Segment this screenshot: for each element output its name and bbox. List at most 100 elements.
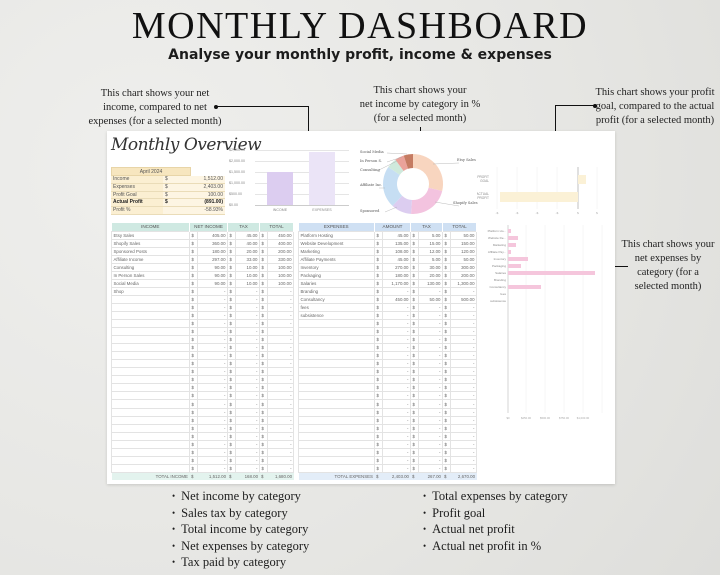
income-amount-cell[interactable]: -	[196, 463, 229, 473]
income-category-cell[interactable]	[111, 375, 190, 385]
expenses-category-cell[interactable]: fees	[298, 302, 375, 312]
income-amount-cell[interactable]: -	[196, 335, 229, 345]
income-amount-cell[interactable]: -	[196, 423, 229, 433]
expenses-amount-cell[interactable]: -	[382, 343, 411, 353]
income-amount-cell[interactable]: -	[196, 375, 229, 385]
expenses-amount-cell[interactable]: -	[382, 415, 411, 425]
income-category-cell[interactable]	[111, 383, 190, 393]
income-category-cell[interactable]: Social Media	[111, 278, 190, 288]
income-category-cell[interactable]	[111, 407, 190, 417]
income-amount-cell[interactable]: -	[196, 327, 229, 337]
income-amount-cell[interactable]: -	[196, 310, 229, 321]
expenses-category-cell[interactable]: Affiliate Payments	[298, 254, 375, 264]
income-category-cell[interactable]: Shop	[111, 286, 190, 296]
income-amount-cell[interactable]: -	[196, 407, 229, 417]
income-category-cell[interactable]: In Person Sales	[111, 270, 190, 280]
income-amount-cell[interactable]: -	[196, 391, 229, 401]
expenses-category-cell[interactable]	[298, 391, 375, 401]
expenses-category-cell[interactable]: Consultancy	[298, 294, 375, 304]
expenses-amount-cell[interactable]: -	[382, 375, 411, 385]
expenses-category-cell[interactable]	[298, 343, 375, 353]
expenses-category-cell[interactable]	[298, 327, 375, 337]
expenses-amount-cell[interactable]: -	[382, 447, 411, 457]
expenses-amount-cell[interactable]: -	[382, 431, 411, 441]
expenses-amount-cell[interactable]: 450.00	[382, 294, 411, 304]
expenses-amount-cell[interactable]: -	[382, 391, 411, 401]
expenses-amount-cell[interactable]: -	[382, 383, 411, 393]
income-category-cell[interactable]	[111, 447, 190, 457]
income-category-cell[interactable]	[111, 415, 190, 425]
expenses-amount-cell[interactable]: 180.00	[382, 270, 411, 280]
expenses-category-cell[interactable]	[298, 439, 375, 449]
income-amount-cell[interactable]: -	[196, 415, 229, 425]
income-category-cell[interactable]	[111, 327, 190, 337]
expenses-category-cell[interactable]: Platform Hosting	[298, 230, 375, 240]
income-amount-cell[interactable]: -	[196, 399, 229, 409]
income-amount-cell[interactable]: -	[196, 367, 229, 377]
income-amount-cell[interactable]: -	[196, 294, 229, 304]
income-amount-cell[interactable]: 180.00	[196, 246, 229, 256]
expenses-amount-cell[interactable]: 108.00	[382, 246, 411, 256]
profit-goal-input[interactable]: 100.00	[171, 191, 225, 199]
expenses-amount-cell[interactable]: -	[382, 423, 411, 433]
income-category-cell[interactable]	[111, 367, 190, 377]
expenses-amount-cell[interactable]: -	[382, 310, 411, 321]
income-amount-cell[interactable]: -	[196, 351, 229, 361]
income-amount-cell[interactable]: -	[196, 359, 229, 369]
income-category-cell[interactable]	[111, 439, 190, 449]
income-amount-cell[interactable]: -	[196, 302, 229, 312]
income-amount-cell[interactable]: -	[196, 439, 229, 449]
income-category-cell[interactable]: Sponsored Posts	[111, 246, 190, 256]
expenses-category-cell[interactable]	[298, 319, 375, 329]
expenses-amount-cell[interactable]: -	[382, 463, 411, 473]
expenses-amount-cell[interactable]: -	[382, 367, 411, 377]
income-amount-cell[interactable]: -	[196, 383, 229, 393]
month-selector[interactable]: April 2024	[111, 167, 191, 176]
income-amount-cell[interactable]: 90.00	[196, 262, 229, 272]
expenses-category-cell[interactable]	[298, 431, 375, 441]
expenses-category-cell[interactable]: Inventory	[298, 262, 375, 272]
expenses-category-cell[interactable]	[298, 463, 375, 473]
expenses-amount-cell[interactable]: -	[382, 455, 411, 465]
expenses-amount-cell[interactable]: 270.00	[382, 262, 411, 272]
income-amount-cell[interactable]: -	[196, 447, 229, 457]
income-amount-cell[interactable]: -	[196, 455, 229, 465]
income-category-cell[interactable]: Etsy Sales	[111, 230, 190, 240]
expenses-amount-cell[interactable]: -	[382, 399, 411, 409]
income-category-cell[interactable]	[111, 343, 190, 353]
expenses-category-cell[interactable]: Website Development	[298, 238, 375, 248]
expenses-amount-cell[interactable]: 45.00	[382, 254, 411, 264]
expenses-category-cell[interactable]	[298, 415, 375, 425]
expenses-amount-cell[interactable]: -	[382, 351, 411, 361]
expenses-category-cell[interactable]	[298, 351, 375, 361]
income-category-cell[interactable]	[111, 399, 190, 409]
expenses-category-cell[interactable]	[298, 455, 375, 465]
expenses-category-cell[interactable]	[298, 423, 375, 433]
income-category-cell[interactable]	[111, 463, 190, 473]
expenses-amount-cell[interactable]: -	[382, 407, 411, 417]
income-category-cell[interactable]	[111, 359, 190, 369]
income-amount-cell[interactable]: -	[196, 286, 229, 296]
income-amount-cell[interactable]: 90.00	[196, 270, 229, 280]
expenses-amount-cell[interactable]: -	[382, 359, 411, 369]
expenses-category-cell[interactable]: subsistence	[298, 310, 375, 321]
expenses-category-cell[interactable]	[298, 399, 375, 409]
expenses-category-cell[interactable]	[298, 367, 375, 377]
income-category-cell[interactable]	[111, 431, 190, 441]
expenses-category-cell[interactable]	[298, 447, 375, 457]
income-amount-cell[interactable]: 297.00	[196, 254, 229, 264]
income-category-cell[interactable]: Affiliate Income	[111, 254, 190, 264]
income-category-cell[interactable]	[111, 310, 190, 321]
income-category-cell[interactable]	[111, 391, 190, 401]
income-category-cell[interactable]	[111, 455, 190, 465]
expenses-amount-cell[interactable]: -	[382, 335, 411, 345]
expenses-category-cell[interactable]: Packaging	[298, 270, 375, 280]
income-category-cell[interactable]: Shopify Sales	[111, 238, 190, 248]
income-amount-cell[interactable]: 360.00	[196, 238, 229, 248]
income-category-cell[interactable]	[111, 319, 190, 329]
expenses-amount-cell[interactable]: 45.00	[382, 230, 411, 240]
income-amount-cell[interactable]: 90.00	[196, 278, 229, 288]
expenses-amount-cell[interactable]: -	[382, 439, 411, 449]
expenses-amount-cell[interactable]: -	[382, 302, 411, 312]
income-category-cell[interactable]	[111, 423, 190, 433]
